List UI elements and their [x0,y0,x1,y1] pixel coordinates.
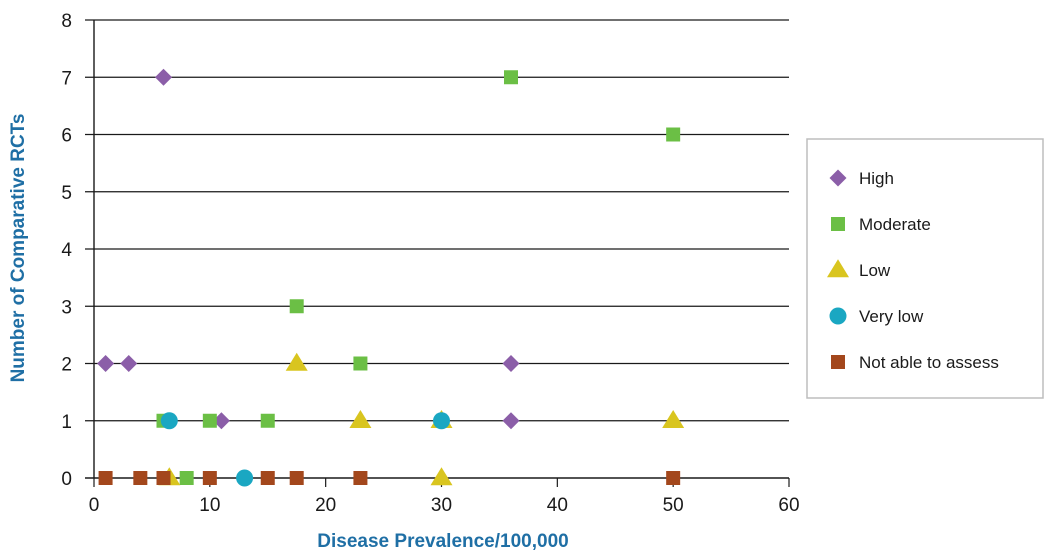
y-tick-label: 6 [61,126,72,147]
point-high [155,68,172,86]
x-axis-title: Disease Prevalence/100,000 [317,531,568,552]
y-tick-label: 3 [61,297,72,318]
legend-marker-low [827,259,849,278]
legend-label-very-low: Very low [859,307,924,326]
point-high [212,412,230,430]
y-tick-label: 5 [61,183,72,204]
y-axis-title: Number of Comparative RCTs [8,114,29,383]
point-not-able-to-assess [260,471,275,485]
legend-label-high: High [859,169,894,188]
point-very-low [160,412,178,430]
point-not-able-to-assess [202,471,217,485]
x-tick-label: 0 [89,495,100,516]
gridlines [85,19,789,422]
point-moderate [179,471,194,485]
point-low [430,467,453,486]
x-tick-label: 10 [199,495,220,516]
point-low [349,409,372,428]
tick-labels: 0 1 2 3 4 5 6 7 8 0 10 20 30 40 50 60 [61,11,799,516]
point-high [97,355,115,372]
legend: High Moderate Low Very low Not able to asses… [806,138,1044,399]
point-high [502,412,520,430]
point-moderate [353,356,368,371]
y-tick-label: 4 [61,240,72,261]
point-not-able-to-assess [289,471,304,485]
point-low [285,352,308,371]
point-not-able-to-assess [156,471,171,485]
legend-marker-not-able-to-assess [831,355,845,369]
point-not-able-to-assess [133,471,148,485]
point-very-low [236,469,254,487]
x-tick-label: 40 [547,495,568,516]
point-low [662,409,685,428]
point-moderate [504,70,518,85]
point-high [120,355,138,372]
y-tick-label: 2 [61,355,72,376]
legend-label-low: Low [859,261,891,280]
data-points [97,68,685,487]
legend-box [806,138,1044,399]
point-not-able-to-assess [353,471,368,485]
point-moderate [289,299,304,314]
point-not-able-to-assess [666,471,681,485]
x-tick-label: 30 [431,495,452,516]
legend-label-moderate: Moderate [859,215,931,234]
legend-marker-very-low [829,307,847,325]
point-not-able-to-assess [98,471,113,485]
y-tick-label: 7 [61,68,72,89]
y-tick-label: 1 [61,412,72,433]
point-moderate [666,127,681,142]
y-tick-label: 8 [61,11,72,32]
x-tick-label: 50 [663,495,684,516]
x-tick-label: 60 [778,495,799,516]
point-moderate [202,413,217,428]
point-high [502,355,520,372]
x-tick-label: 20 [315,495,336,516]
point-moderate [260,413,275,428]
legend-label-not-able-to-assess: Not able to assess [859,353,999,372]
point-very-low [433,412,450,430]
legend-marker-high [829,169,847,187]
legend-marker-moderate [831,217,845,231]
y-tick-label: 0 [61,469,72,490]
